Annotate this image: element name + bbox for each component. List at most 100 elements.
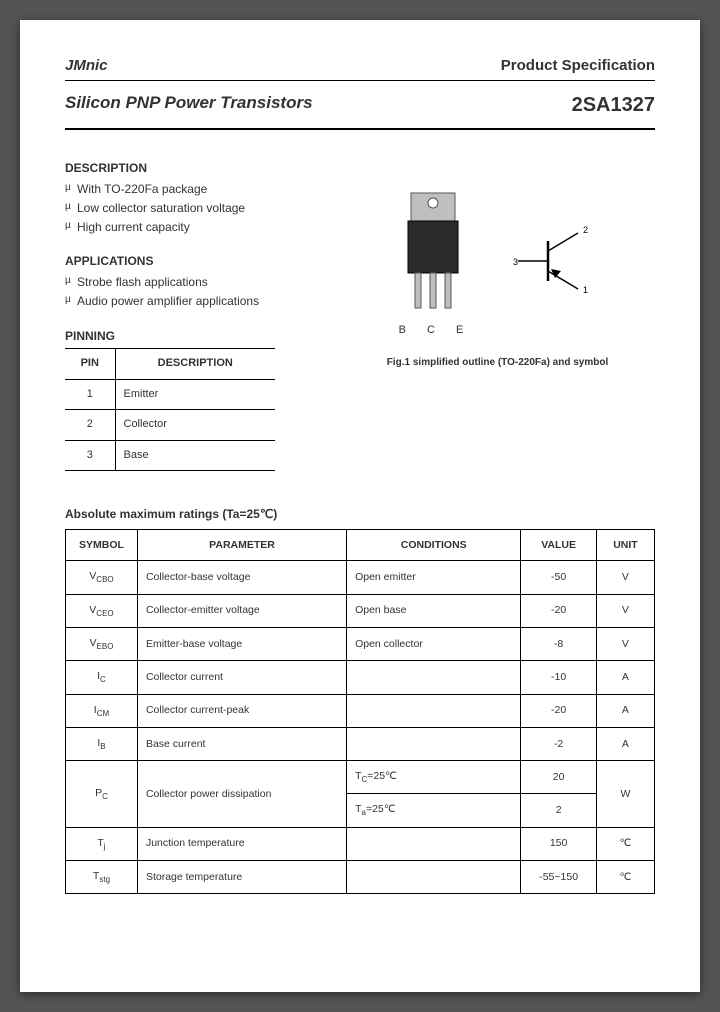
cell bbox=[347, 661, 521, 694]
cell: 2 bbox=[521, 794, 597, 827]
table-row: VCBOCollector-base voltageOpen emitter-5… bbox=[66, 561, 655, 594]
cell: -2 bbox=[521, 727, 597, 760]
cell: 150 bbox=[521, 827, 597, 860]
cell: Tstg bbox=[66, 860, 138, 893]
table-row: TstgStorage temperature -55~150℃ bbox=[66, 860, 655, 893]
figure-area: B C E 3 2 1 bbox=[340, 160, 655, 378]
col-header: DESCRIPTION bbox=[115, 349, 275, 379]
package-icon bbox=[393, 188, 473, 318]
cell: ℃ bbox=[596, 860, 654, 893]
table-row: TjJunction temperature150℃ bbox=[66, 827, 655, 860]
brand-label: JMnic bbox=[65, 55, 108, 76]
svg-text:1: 1 bbox=[583, 285, 588, 295]
cell: 3 bbox=[65, 440, 115, 470]
table-row: ICCollector current-10A bbox=[66, 661, 655, 694]
cell: -20 bbox=[521, 694, 597, 727]
pinning-heading: PINNING bbox=[65, 328, 325, 345]
cell: -8 bbox=[521, 627, 597, 660]
table-row: 2 Collector bbox=[65, 410, 275, 440]
ratings-table: SYMBOL PARAMETER CONDITIONS VALUE UNIT V… bbox=[65, 529, 655, 895]
list-item: High current capacity bbox=[65, 218, 325, 237]
left-column: DESCRIPTION With TO-220Fa package Low co… bbox=[65, 160, 325, 471]
symbol-icon: 3 2 1 bbox=[513, 221, 603, 301]
spec-label: Product Specification bbox=[501, 55, 655, 76]
svg-text:2: 2 bbox=[583, 225, 588, 235]
applications-list: Strobe flash applications Audio power am… bbox=[65, 273, 325, 311]
cell: VCEO bbox=[66, 594, 138, 627]
cell: Base current bbox=[137, 727, 346, 760]
cell bbox=[347, 727, 521, 760]
list-item: With TO-220Fa package bbox=[65, 180, 325, 199]
figure-column: B C E 3 2 1 bbox=[340, 160, 655, 471]
cell: V bbox=[596, 594, 654, 627]
list-item: Audio power amplifier applications bbox=[65, 292, 325, 311]
transistor-symbol: 3 2 1 bbox=[513, 221, 603, 306]
figure-caption: Fig.1 simplified outline (TO-220Fa) and … bbox=[344, 356, 651, 370]
part-number: 2SA1327 bbox=[572, 91, 655, 119]
upper-content: DESCRIPTION With TO-220Fa package Low co… bbox=[65, 160, 655, 471]
cell: Base bbox=[115, 440, 275, 470]
cell: Collector-emitter voltage bbox=[137, 594, 346, 627]
cell: ICM bbox=[66, 694, 138, 727]
cell: -55~150 bbox=[521, 860, 597, 893]
cell: V bbox=[596, 561, 654, 594]
cell bbox=[347, 827, 521, 860]
description-list: With TO-220Fa package Low collector satu… bbox=[65, 180, 325, 238]
cell: 1 bbox=[65, 379, 115, 409]
divider-thick bbox=[65, 128, 655, 130]
cell: Open base bbox=[347, 594, 521, 627]
cell: Storage temperature bbox=[137, 860, 346, 893]
description-heading: DESCRIPTION bbox=[65, 160, 325, 177]
cell: 20 bbox=[521, 761, 597, 794]
cell: Tj bbox=[66, 827, 138, 860]
cell bbox=[347, 860, 521, 893]
table-row: IBBase current -2A bbox=[66, 727, 655, 760]
cell: -20 bbox=[521, 594, 597, 627]
cell: Collector current bbox=[137, 661, 346, 694]
col-header: PIN bbox=[65, 349, 115, 379]
cell: Collector current-peak bbox=[137, 694, 346, 727]
cell: Collector bbox=[115, 410, 275, 440]
col-header: UNIT bbox=[596, 529, 654, 561]
col-header: SYMBOL bbox=[66, 529, 138, 561]
title-bar: Silicon PNP Power Transistors 2SA1327 bbox=[65, 81, 655, 124]
package-drawing: B C E 3 2 1 bbox=[344, 168, 651, 346]
cell: W bbox=[596, 761, 654, 828]
cell: Ta=25℃ bbox=[347, 794, 521, 827]
table-row: SYMBOL PARAMETER CONDITIONS VALUE UNIT bbox=[66, 529, 655, 561]
list-item: Strobe flash applications bbox=[65, 273, 325, 292]
table-row: PIN DESCRIPTION bbox=[65, 349, 275, 379]
table-row: 3 Base bbox=[65, 440, 275, 470]
col-header: CONDITIONS bbox=[347, 529, 521, 561]
table-row: VCEOCollector-emitter voltageOpen base-2… bbox=[66, 594, 655, 627]
cell bbox=[347, 694, 521, 727]
product-family: Silicon PNP Power Transistors bbox=[65, 91, 313, 119]
cell: 2 bbox=[65, 410, 115, 440]
cell: Open emitter bbox=[347, 561, 521, 594]
top-header: JMnic Product Specification bbox=[65, 55, 655, 76]
pin-letters: B C E bbox=[399, 323, 473, 338]
col-header: VALUE bbox=[521, 529, 597, 561]
cell: A bbox=[596, 661, 654, 694]
table-row: ICMCollector current-peak -20A bbox=[66, 694, 655, 727]
cell: Emitter bbox=[115, 379, 275, 409]
table-row: 1 Emitter bbox=[65, 379, 275, 409]
applications-heading: APPLICATIONS bbox=[65, 253, 325, 270]
cell: Collector-base voltage bbox=[137, 561, 346, 594]
cell: VCBO bbox=[66, 561, 138, 594]
col-header: PARAMETER bbox=[137, 529, 346, 561]
to220-outline: B C E bbox=[393, 188, 473, 338]
ratings-heading: Absolute maximum ratings (Ta=25℃) bbox=[65, 506, 655, 523]
cell: A bbox=[596, 727, 654, 760]
cell: TC=25℃ bbox=[347, 761, 521, 794]
table-row: PC Collector power dissipation TC=25℃ 20… bbox=[66, 761, 655, 794]
cell: Emitter-base voltage bbox=[137, 627, 346, 660]
cell: -10 bbox=[521, 661, 597, 694]
table-row: VEBOEmitter-base voltageOpen collector-8… bbox=[66, 627, 655, 660]
cell: Open collector bbox=[347, 627, 521, 660]
cell: A bbox=[596, 694, 654, 727]
datasheet-page: JMnic Product Specification Silicon PNP … bbox=[20, 20, 700, 992]
cell: IB bbox=[66, 727, 138, 760]
list-item: Low collector saturation voltage bbox=[65, 199, 325, 218]
cell: -50 bbox=[521, 561, 597, 594]
